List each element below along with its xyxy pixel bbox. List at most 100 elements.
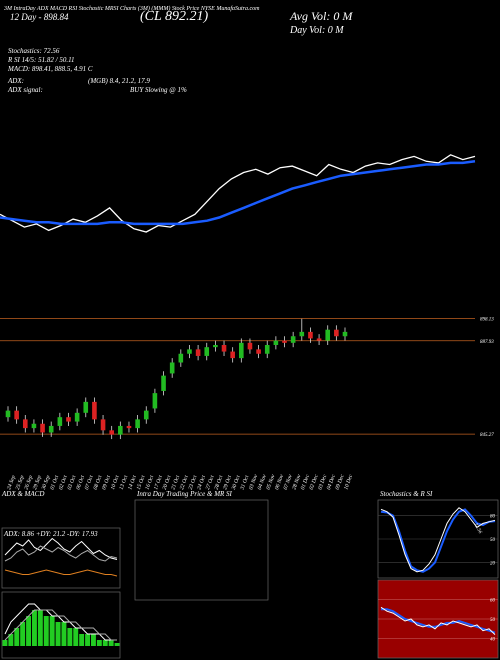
histogram-bar bbox=[49, 616, 55, 646]
y-tick-label: 50 bbox=[490, 618, 496, 623]
x-tick-label: 01 Dec bbox=[300, 473, 311, 490]
y-tick-label: 50 bbox=[490, 538, 496, 543]
candle-body bbox=[316, 338, 322, 341]
x-tick-label: 22 Oct bbox=[179, 474, 190, 490]
header-info: Avg Vol: 0 M bbox=[289, 9, 353, 23]
histogram-bar bbox=[85, 634, 90, 646]
candle-body bbox=[290, 336, 296, 343]
panel-subtitle: ADX: 8.86 +DY: 21.2 -DY: 17.93 bbox=[3, 530, 98, 538]
x-tick-label: 29 Sep bbox=[32, 474, 43, 490]
histogram-bar bbox=[73, 628, 79, 646]
candle-body bbox=[256, 349, 261, 354]
header-info: 12 Day - 898.84 bbox=[10, 12, 69, 22]
x-tick-label: 06 Oct bbox=[75, 474, 86, 490]
candle-body bbox=[100, 419, 106, 431]
chart-title: 3M IntraDay ADX MACD RSI Stochastic MRSI… bbox=[3, 5, 260, 12]
x-tick-label: 03 Oct bbox=[67, 474, 78, 490]
y-tick-label: 845.27 bbox=[480, 433, 494, 438]
candle-body bbox=[22, 419, 28, 429]
candle-body bbox=[83, 401, 89, 413]
candle-body bbox=[342, 331, 348, 337]
panel-frame bbox=[1, 527, 121, 589]
y-tick-label: 60 bbox=[490, 599, 496, 604]
x-tick-label: 03 Dec bbox=[317, 473, 328, 490]
candle-body bbox=[239, 342, 244, 359]
candle-body bbox=[152, 393, 158, 409]
histogram-bar bbox=[20, 622, 26, 646]
histogram-bar bbox=[43, 616, 49, 646]
candle-body bbox=[126, 425, 132, 429]
x-tick-label: 09 Oct bbox=[101, 474, 112, 490]
panel-title: Intra Day Trading Price & MR SI bbox=[136, 490, 233, 498]
x-tick-label: 25 Sep bbox=[15, 474, 26, 490]
candle-body bbox=[118, 425, 123, 435]
histogram-bar bbox=[55, 622, 61, 646]
candle-body bbox=[308, 331, 313, 339]
x-tick-label: 20 Oct bbox=[162, 474, 173, 490]
header-info: ADX signal: bbox=[7, 86, 43, 94]
y-tick-label: 40 bbox=[490, 638, 496, 643]
header-info: Stochastics: 72.56 bbox=[8, 47, 60, 55]
x-tick-label: 30 Sep bbox=[40, 474, 51, 491]
x-tick-label: 07 Oct bbox=[84, 474, 95, 490]
indicator-line bbox=[4, 537, 118, 560]
x-tick-label: 24 Oct bbox=[195, 474, 207, 491]
header-info: R SI 14/5: 51.82 / 50.11 bbox=[7, 56, 75, 64]
x-tick-label: 21 Oct bbox=[170, 474, 181, 490]
x-tick-label: 26 Sep bbox=[24, 474, 35, 490]
histogram-bar bbox=[8, 634, 14, 646]
histogram-bar bbox=[37, 610, 43, 646]
x-tick-label: 03 Nov bbox=[248, 473, 259, 490]
candle-body bbox=[66, 417, 71, 422]
x-tick-label: 30 Oct bbox=[231, 474, 242, 491]
panel-title: Stochastics & R SI bbox=[380, 490, 433, 498]
candle-body bbox=[92, 401, 97, 420]
x-tick-label: 07 Nov bbox=[283, 473, 294, 490]
candle-body bbox=[178, 353, 184, 363]
candle-body bbox=[213, 345, 218, 348]
header-info: (MGB) 8.4, 21.2, 17.9 bbox=[88, 77, 150, 85]
x-tick-label: 28 Nov bbox=[291, 473, 302, 490]
histogram-bar bbox=[14, 628, 20, 646]
x-tick-label: 14 Oct bbox=[126, 474, 138, 491]
histogram-bar bbox=[2, 640, 8, 646]
annotation: 72.56 bbox=[472, 523, 482, 536]
price-line bbox=[0, 154, 476, 233]
histogram-bar bbox=[67, 628, 73, 646]
x-tick-label: 05 Nov bbox=[265, 473, 276, 490]
x-tick-label: 13 Oct bbox=[119, 474, 130, 490]
candle-body bbox=[5, 410, 11, 418]
indicator-line bbox=[380, 606, 496, 635]
histogram-bar bbox=[26, 616, 31, 646]
x-tick-label: 01 Oct bbox=[49, 474, 60, 490]
candle-body bbox=[282, 340, 287, 343]
histogram-bar bbox=[114, 643, 120, 646]
candle-body bbox=[135, 419, 140, 429]
x-tick-label: 17 Oct bbox=[153, 474, 164, 490]
indicator-line bbox=[4, 603, 117, 641]
candle-body bbox=[161, 375, 166, 391]
histogram-bar bbox=[108, 640, 114, 646]
x-tick-label: 10 Oct bbox=[110, 474, 121, 490]
indicator-line bbox=[4, 569, 118, 577]
indicator-line bbox=[380, 507, 496, 573]
candle-body bbox=[264, 345, 270, 354]
candle-body bbox=[204, 347, 210, 356]
x-tick-label: 24 Sep bbox=[5, 474, 17, 491]
moving-average bbox=[0, 160, 476, 226]
candle-body bbox=[40, 423, 45, 433]
x-tick-label: 31 Oct bbox=[239, 474, 250, 491]
histogram-bar bbox=[79, 634, 85, 646]
x-tick-label: 06 Nov bbox=[274, 473, 285, 490]
candle-body bbox=[57, 417, 63, 426]
candle-body bbox=[187, 349, 192, 354]
candle-body bbox=[31, 423, 37, 429]
panel-frame bbox=[134, 499, 269, 601]
header-info: MACD: 898.41, 888.5, 4.91 C bbox=[7, 65, 93, 73]
candle-body bbox=[74, 412, 80, 422]
panel-title: ADX & MACD bbox=[1, 490, 44, 498]
x-tick-label: 28 Oct bbox=[214, 474, 225, 490]
candle-body bbox=[143, 410, 149, 420]
x-tick-label: 02 Dec bbox=[309, 473, 320, 490]
